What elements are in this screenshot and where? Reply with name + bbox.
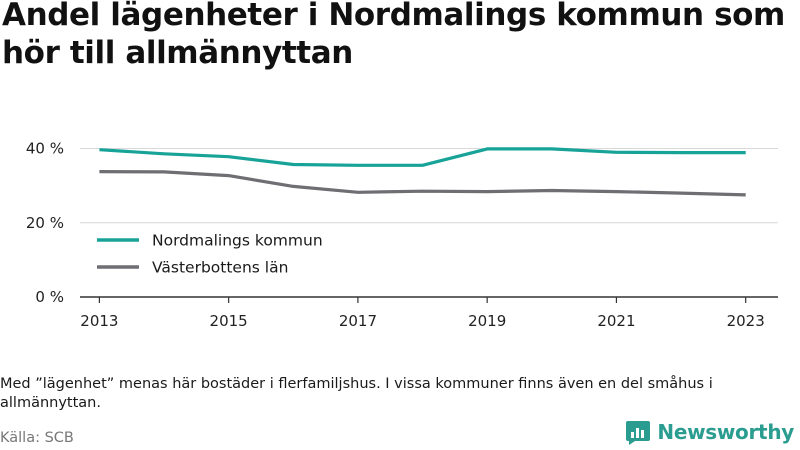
x-tick-label: 2015 [210,312,248,330]
legend-label: Västerbottens län [152,259,288,277]
x-tick-label: 2023 [727,312,765,330]
y-tick-label: 40 % [26,140,64,158]
y-tick-label: 0 % [35,288,64,306]
legend-label: Nordmalings kommun [152,232,323,250]
series-lines [99,147,746,197]
x-tick-label: 2019 [468,312,506,330]
chart-footnote: Med ”lägenhet” menas här bostäder i fler… [0,376,713,411]
x-tick-label: 2013 [80,312,118,330]
newsworthy-logo-icon [626,421,651,445]
y-axis: 0 % 20 % 40 % [26,140,64,306]
line-chart: 0 % 20 % 40 % 2013 2015 2017 2019 2021 2023 Nor… [26,140,778,330]
chart-title: Andel lägenheter i Nordmalings kommun so… [2,0,785,71]
x-axis: 2013 2015 2017 2019 2021 2023 [80,296,778,330]
source-label: Källa: SCB [0,430,74,446]
brand-logo: Newsworthy [625,419,794,445]
x-tick-label: 2017 [339,312,377,330]
x-tick-label: 2021 [597,312,635,330]
legend: Nordmalings kommun Västerbottens län [97,232,323,277]
series-line [99,170,746,197]
gridlines [80,148,778,224]
series-line [99,147,746,167]
brand-name: Newsworthy [657,420,794,444]
y-tick-label: 20 % [26,214,64,232]
